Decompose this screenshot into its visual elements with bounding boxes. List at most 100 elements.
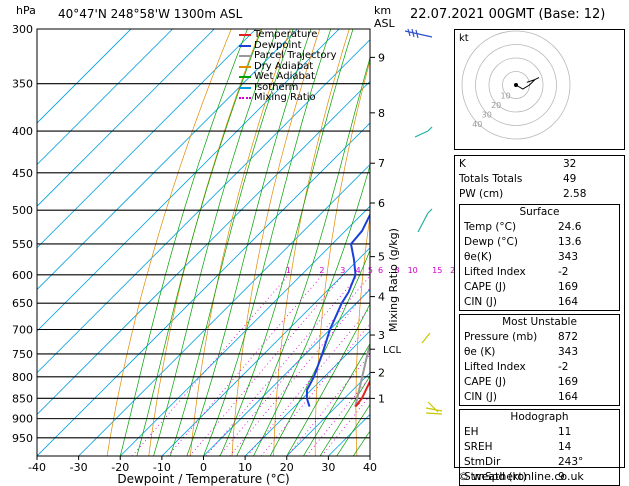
table-row: CAPE (J) 169 [460, 375, 619, 390]
table-row-value: 11 [558, 426, 572, 438]
legend-item: Mixing Ratio [239, 92, 337, 104]
mixing-ratio-label: 10 [408, 266, 418, 275]
wet-adiabat-line [236, 56, 370, 456]
table-row: CIN (J) 164 [460, 295, 619, 310]
table-row-label: StmSpd (kt) [464, 471, 527, 483]
km-tick-label: 8 [378, 107, 385, 120]
table-row-value: 49 [563, 173, 577, 185]
table-row-value: 872 [558, 331, 579, 343]
dry-adiabat-line [148, 29, 262, 456]
mixing-ratio-axis-title: Mixing Ratio (g/kg) [387, 228, 400, 332]
x-axis-title: Dewpoint / Temperature (°C) [117, 472, 289, 486]
hodograph-storm-marker [534, 77, 540, 81]
table-row-value: 169 [558, 376, 579, 388]
location-title: 40°47'N 248°58'W 1300m ASL [58, 7, 243, 21]
table-row: Temp (°C) 24.6 [460, 220, 619, 235]
hodograph-ring-label: 20 [491, 101, 501, 110]
table-row-value: 169 [558, 281, 579, 293]
wet-adiabat-line [169, 29, 294, 456]
wet-adiabat-line [153, 29, 278, 456]
hodograph-ring-label: 30 [482, 110, 492, 119]
mixing-ratio-label: 1 [286, 266, 291, 275]
legend-label: Isotherm [254, 81, 299, 93]
surface-title: Surface [519, 206, 560, 218]
x-tick-label: 20 [280, 461, 294, 474]
table-row-label: CIN (J) [464, 391, 497, 403]
legend-label: Parcel Trajectory [254, 50, 337, 61]
table-row-label: StmDir [464, 456, 501, 468]
isotherm-line [286, 372, 370, 456]
table-row-value: 13.6 [558, 236, 582, 248]
mixing-ratio-line [246, 307, 370, 456]
mixing-ratio-label: 4 [356, 266, 361, 275]
x-tick-label: 40 [363, 461, 377, 474]
isotherm-line [37, 29, 174, 166]
pressure-tick-label: 700 [12, 324, 33, 337]
legend-label: Dewpoint [254, 39, 302, 51]
km-tick-label: 4 [378, 291, 385, 304]
legend-label: Wet Adiabat [254, 71, 315, 82]
table-row: Pressure (mb) 872 [460, 330, 619, 345]
pressure-tick-label: 800 [12, 371, 33, 384]
legend-item: Wet Adiabat [239, 71, 337, 83]
x-tick-label: -40 [28, 461, 46, 474]
most-unstable-title: Most Unstable [502, 316, 577, 328]
legend-swatch [239, 86, 251, 89]
wind-barb [421, 332, 431, 344]
table-row: CIN (J) 164 [460, 390, 619, 405]
table-row: Dewp (°C) 13.6 [460, 235, 619, 250]
table-row-value: 9 [558, 471, 565, 483]
table-row-label: CAPE (J) [464, 376, 507, 388]
table-row-value: 2.58 [563, 188, 587, 200]
legend-item: Parcel Trajectory [239, 50, 337, 62]
pressure-tick-label: 900 [12, 413, 33, 426]
km-tick-label: 6 [378, 197, 385, 210]
wet-adiabat-line [136, 29, 263, 456]
km-tick-label: 3 [378, 329, 385, 342]
table-row: CAPE (J) 169 [460, 280, 619, 295]
km-unit-label: km [374, 4, 392, 17]
mixing-ratio-label: 8 [394, 266, 399, 275]
table-row-value: 32 [563, 158, 577, 170]
wet-adiabat-line [319, 375, 370, 456]
pressure-tick-label: 350 [12, 78, 33, 91]
hodograph-origin [514, 83, 518, 87]
km-tick-label: 5 [378, 251, 385, 264]
legend-item: Isotherm [239, 81, 337, 94]
dewpoint-line [305, 212, 370, 407]
table-row: Lifted Index -2 [460, 360, 619, 375]
x-tick-label: -10 [153, 461, 171, 474]
wind-barb [414, 126, 433, 138]
wet-adiabat-line [269, 249, 370, 456]
table-row: θe (K) 343 [460, 345, 619, 360]
legend-item: Dry Adiabat [239, 61, 337, 73]
isotherm-line [161, 247, 370, 456]
table-row-value: 343 [558, 251, 579, 263]
pressure-tick-label: 750 [12, 348, 33, 361]
mixing-ratio-line [218, 275, 370, 456]
hodograph-ring [461, 30, 571, 140]
temperature-line [354, 378, 370, 408]
wind-barb [425, 401, 443, 415]
wind-barb [417, 208, 433, 233]
table-row-label: PW (cm) [459, 188, 504, 200]
pressure-tick-label: 650 [12, 297, 33, 310]
hodograph-ring [488, 57, 544, 113]
hodograph-frame [454, 29, 625, 150]
isotherm-line [37, 29, 215, 207]
dry-adiabat-line [273, 29, 350, 456]
pressure-tick-label: 500 [12, 204, 33, 217]
table-row: EH 11 [460, 425, 619, 440]
wet-adiabat-line [203, 29, 332, 456]
dry-adiabat-line [231, 29, 321, 456]
mixing-ratio-line [167, 274, 323, 456]
legend-swatch [239, 34, 251, 37]
table-row-value: 343 [558, 346, 579, 358]
table-row-label: Totals Totals [459, 173, 523, 185]
isotherm-line [37, 29, 132, 124]
km-tick-label: 2 [378, 366, 385, 379]
wet-adiabat-line [219, 29, 354, 456]
hodograph-title: Hodograph [510, 411, 569, 423]
x-tick-label: 30 [321, 461, 335, 474]
